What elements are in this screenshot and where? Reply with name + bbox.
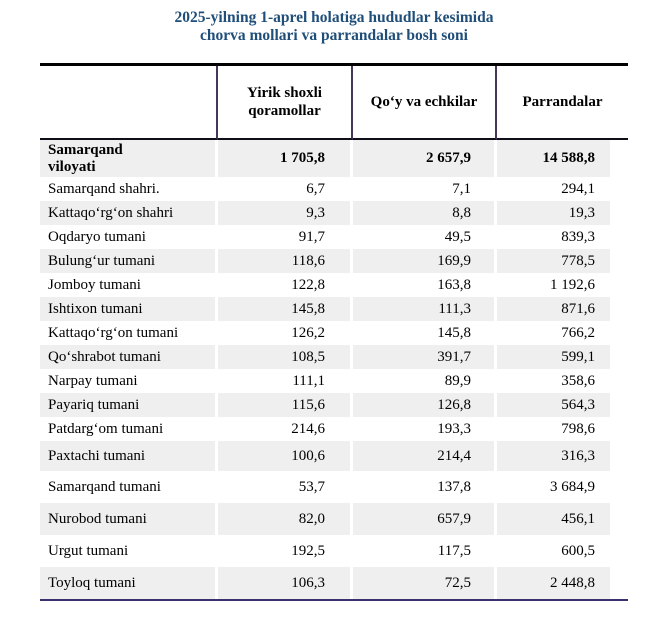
col-header-cattle: Yirik shoxli qoramollar [218, 66, 353, 140]
value-cell: 778,5 [497, 249, 628, 273]
value-cell: 14 588,8 [497, 140, 628, 177]
value-cell: 115,6 [218, 393, 353, 417]
value-cell: 839,3 [561, 228, 595, 245]
region-name-cell: Kattaqoʻrgʻon tumani [48, 324, 179, 341]
region-name-cell: Narpay tumani [48, 372, 138, 389]
value-cell: 766,2 [561, 324, 595, 341]
value-cell: 19,3 [497, 201, 628, 225]
table-row: Samarqand tumani 53,7 137,8 3 684,9 [40, 471, 628, 503]
region-name-cell: Samarqand viloyati [40, 140, 218, 177]
value-cell: 358,6 [561, 372, 595, 389]
region-name-cell: Paxtachi tumani [40, 441, 218, 471]
value-cell: 798,6 [561, 420, 595, 437]
value-cell: 100,6 [218, 441, 353, 471]
value-cell: 106,3 [218, 567, 353, 599]
region-name-cell: Payariq tumani [40, 393, 218, 417]
value-cell: 2 448,8 [497, 567, 628, 599]
table-body: Samarqand viloyati 1 705,8 2 657,9 14 588,8… [40, 140, 628, 599]
region-name-cell: Urgut tumani [48, 542, 129, 559]
region-name-cell: Patdargʻom tumani [48, 420, 164, 437]
region-name-cell: Samarqand shahri. [48, 180, 160, 197]
value-cell: 316,3 [497, 441, 628, 471]
value-cell: 111,1 [292, 372, 325, 389]
value-cell: 391,7 [353, 345, 497, 369]
value-cell: 294,1 [561, 180, 595, 197]
value-cell: 214,6 [291, 420, 325, 437]
livestock-poultry-table: Yirik shoxli qoramollar Qoʻy va echkilar… [40, 63, 628, 601]
value-cell: 7,1 [452, 180, 471, 197]
value-cell: 8,8 [353, 201, 497, 225]
value-cell: 657,9 [353, 503, 497, 535]
table-row: Ishtixon tumani 145,8 111,3 871,6 [40, 297, 628, 321]
region-name-cell: Ishtixon tumani [40, 297, 218, 321]
table-row: Bulungʻur tumani 118,6 169,9 778,5 [40, 249, 628, 273]
value-cell: 89,9 [444, 372, 471, 389]
value-cell: 53,7 [298, 478, 325, 495]
col-header-poultry: Parrandalar [497, 66, 628, 140]
col-header-sheep-goats: Qoʻy va echkilar [353, 66, 497, 140]
value-cell: 1 192,6 [550, 276, 595, 293]
region-name-cell: Oqdaryo tumani [48, 228, 146, 245]
value-cell: 72,5 [353, 567, 497, 599]
value-cell: 3 684,9 [550, 478, 595, 495]
value-cell: 871,6 [497, 297, 628, 321]
region-name-cell: Nurobod tumani [40, 503, 218, 535]
value-cell: 91,7 [298, 228, 325, 245]
header-row: Yirik shoxli qoramollar Qoʻy va echkilar… [40, 66, 628, 140]
table-row: Narpay tumani 111,1 89,9 358,6 [40, 369, 628, 393]
value-cell: 126,8 [353, 393, 497, 417]
value-cell: 49,5 [444, 228, 471, 245]
value-cell: 599,1 [497, 345, 628, 369]
value-cell: 9,3 [218, 201, 353, 225]
table-row: Paxtachi tumani 100,6 214,4 316,3 [40, 441, 628, 471]
value-cell: 111,3 [353, 297, 497, 321]
table-row: Nurobod tumani 82,0 657,9 456,1 [40, 503, 628, 535]
region-name-cell: Toyloq tumani [40, 567, 218, 599]
value-cell: 564,3 [497, 393, 628, 417]
col-header-region [40, 66, 218, 140]
table-row: Kattaqoʻrgʻon shahri 9,3 8,8 19,3 [40, 201, 628, 225]
table-row: Qoʻshrabot tumani 108,5 391,7 599,1 [40, 345, 628, 369]
table-row: Urgut tumani 192,5 117,5 600,5 [40, 535, 628, 567]
value-cell: 117,5 [437, 542, 471, 559]
value-cell: 118,6 [218, 249, 353, 273]
value-cell: 214,4 [353, 441, 497, 471]
region-name-cell: Kattaqoʻrgʻon shahri [40, 201, 218, 225]
value-cell: 108,5 [218, 345, 353, 369]
value-cell: 2 657,9 [353, 140, 497, 177]
value-cell: 192,5 [291, 542, 325, 559]
value-cell: 600,5 [561, 542, 595, 559]
page-title: 2025-yilning 1-aprel holatiga hududlar k… [40, 9, 628, 45]
value-cell: 456,1 [497, 503, 628, 535]
table-row: Samarqand viloyati 1 705,8 2 657,9 14 588,8 [40, 140, 628, 177]
page-title-line2: chorva mollari va parrandalar bosh soni [200, 27, 468, 44]
value-cell: 145,8 [218, 297, 353, 321]
value-cell: 126,2 [291, 324, 325, 341]
table-header: Yirik shoxli qoramollar Qoʻy va echkilar… [40, 66, 628, 140]
table-row: Payariq tumani 115,6 126,8 564,3 [40, 393, 628, 417]
value-cell: 6,7 [306, 180, 325, 197]
table-row: Samarqand shahri. 6,7 7,1 294,1 [40, 177, 628, 201]
table-row: Jomboy tumani 122,8 163,8 1 192,6 [40, 273, 628, 297]
region-name-cell: Qoʻshrabot tumani [40, 345, 218, 369]
table-row: Toyloq tumani 106,3 72,5 2 448,8 [40, 567, 628, 599]
table-row: Patdargʻom tumani 214,6 193,3 798,6 [40, 417, 628, 441]
region-name-cell: Bulungʻur tumani [40, 249, 218, 273]
value-cell: 145,8 [437, 324, 471, 341]
value-cell: 163,8 [437, 276, 471, 293]
table-row: Oqdaryo tumani 91,7 49,5 839,3 [40, 225, 628, 249]
value-cell: 137,8 [437, 478, 471, 495]
value-cell: 122,8 [291, 276, 325, 293]
region-name-cell: Samarqand tumani [48, 478, 161, 495]
value-cell: 1 705,8 [218, 140, 353, 177]
page-title-line1: 2025-yilning 1-aprel holatiga hududlar k… [174, 9, 494, 26]
value-cell: 82,0 [218, 503, 353, 535]
region-name-cell: Jomboy tumani [48, 276, 141, 293]
value-cell: 169,9 [353, 249, 497, 273]
table-row: Kattaqoʻrgʻon tumani 126,2 145,8 766,2 [40, 321, 628, 345]
value-cell: 193,3 [437, 420, 471, 437]
